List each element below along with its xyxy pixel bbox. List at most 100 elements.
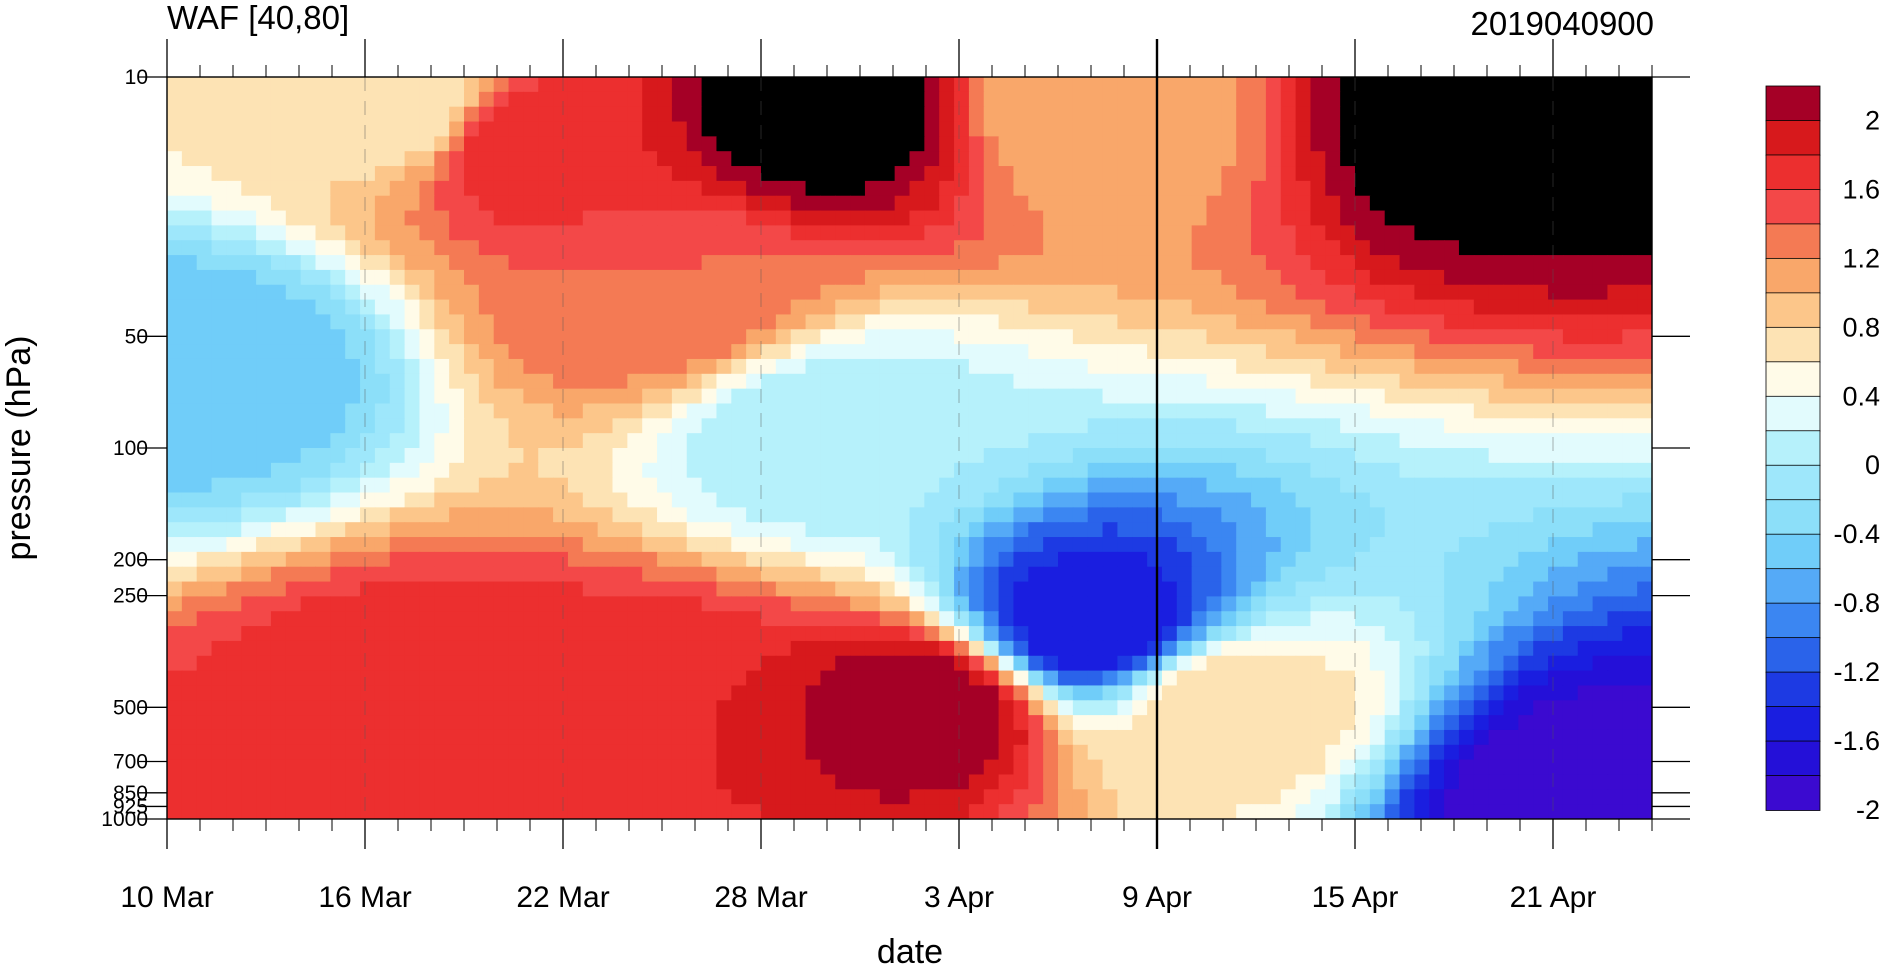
field-cell <box>374 744 391 761</box>
field-cell <box>968 180 985 197</box>
field-cell <box>1087 329 1104 345</box>
field-cell <box>775 106 792 123</box>
field-cell <box>241 180 257 197</box>
field-cell <box>1206 269 1222 286</box>
field-cell <box>181 121 198 137</box>
field-cell <box>1206 314 1222 330</box>
field-cell <box>404 729 421 746</box>
field-cell <box>1518 522 1534 538</box>
field-cell <box>983 91 1000 108</box>
field-cell <box>1473 433 1490 449</box>
field-cell <box>1087 136 1104 152</box>
field-cell <box>1444 522 1460 538</box>
field-cell <box>924 462 940 479</box>
field-cell <box>1206 537 1222 553</box>
field-cell <box>1607 225 1623 241</box>
field-cell <box>879 596 896 612</box>
field-cell <box>924 433 940 449</box>
field-cell <box>1548 195 1564 212</box>
field-cell <box>597 373 614 390</box>
field-cell <box>1384 210 1401 226</box>
field-cell <box>1384 195 1401 212</box>
field-cell <box>1161 240 1178 256</box>
field-cell <box>1488 611 1505 627</box>
field-cell <box>538 180 554 197</box>
field-cell <box>1637 284 1652 301</box>
field-cell <box>1310 403 1326 419</box>
field-cell <box>1132 537 1148 553</box>
field-cell <box>196 299 213 316</box>
field-cell <box>1355 91 1371 108</box>
field-cell <box>1355 448 1371 464</box>
field-cell <box>434 640 450 657</box>
field-cell <box>1488 358 1505 375</box>
field-cell <box>894 418 911 434</box>
field-cell <box>820 655 836 672</box>
field-cell <box>686 804 703 819</box>
field-cell <box>315 522 331 538</box>
field-cell <box>478 344 495 360</box>
field-cell <box>434 255 450 271</box>
field-cell <box>345 462 361 479</box>
field-cell <box>1325 744 1341 761</box>
field-cell <box>761 566 777 583</box>
field-cell <box>1147 136 1163 152</box>
field-cell <box>538 611 554 627</box>
field-cell <box>1221 626 1237 642</box>
field-cell <box>1102 655 1118 672</box>
field-cell <box>1503 299 1519 316</box>
field-cell <box>1637 596 1652 612</box>
field-cell <box>315 611 331 627</box>
field-cell <box>835 700 851 716</box>
field-cell <box>434 299 450 316</box>
field-cell <box>1280 77 1297 93</box>
field-cell <box>1562 537 1579 553</box>
field-cell <box>1058 77 1074 93</box>
field-cell <box>790 166 807 182</box>
field-cell <box>1607 626 1623 642</box>
field-cell <box>746 522 762 538</box>
field-cell <box>1176 121 1193 137</box>
field-cell <box>879 151 896 167</box>
field-cell <box>1518 225 1534 241</box>
field-cell <box>671 448 688 464</box>
field-cell <box>1548 77 1564 93</box>
field-cell <box>1058 151 1074 167</box>
field-cell <box>1206 299 1222 316</box>
field-cell <box>671 284 688 301</box>
field-cell <box>1622 388 1638 405</box>
field-cell <box>968 121 985 137</box>
field-cell <box>1147 596 1163 612</box>
field-cell <box>671 136 688 152</box>
field-cell <box>968 136 985 152</box>
field-cell <box>954 106 970 123</box>
field-cell <box>1236 759 1252 776</box>
field-cell <box>1369 403 1386 419</box>
field-cell <box>1355 433 1371 449</box>
field-cell <box>1191 715 1208 731</box>
field-cell <box>523 121 539 137</box>
field-cell <box>642 537 658 553</box>
field-cell <box>285 537 302 553</box>
field-cell <box>686 195 703 212</box>
field-cell <box>716 329 732 345</box>
field-cell <box>1161 492 1178 508</box>
field-cell <box>1265 121 1282 137</box>
field-cell <box>746 789 762 805</box>
field-cell <box>864 195 881 212</box>
field-cell <box>835 462 851 479</box>
field-cell <box>1206 448 1222 464</box>
field-cell <box>1280 255 1297 271</box>
field-cell <box>642 136 658 152</box>
field-cell <box>1013 685 1029 701</box>
field-cell <box>1161 255 1178 271</box>
field-cell <box>181 284 198 301</box>
field-cell <box>285 195 302 212</box>
field-cell <box>597 225 614 241</box>
field-cell <box>835 329 851 345</box>
field-cell <box>419 729 435 746</box>
field-cell <box>790 91 807 108</box>
field-cell <box>1265 448 1282 464</box>
field-cell <box>612 269 628 286</box>
field-cell <box>954 551 970 568</box>
